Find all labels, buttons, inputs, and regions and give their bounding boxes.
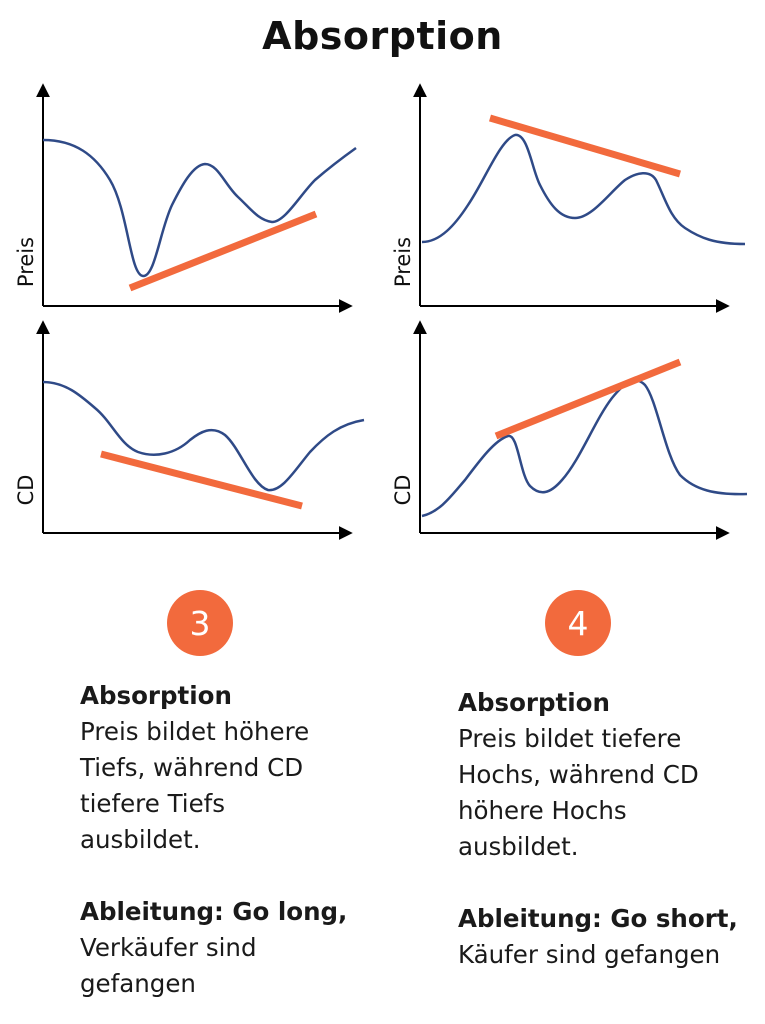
case-4-heading: Absorption <box>458 688 610 717</box>
case-4-action-heading: Ableitung: Go short, <box>458 904 738 933</box>
cd-curve <box>421 379 748 518</box>
trendline <box>128 210 318 292</box>
case-3-action-line-1: Verkäufer sind <box>80 933 257 962</box>
case-3-description: Absorption Preis bildet höhere Tiefs, wä… <box>80 678 380 1002</box>
y-axis-label: CD <box>391 475 415 506</box>
case-4-badge: 4 <box>545 590 611 656</box>
case-3-heading: Absorption <box>80 681 232 710</box>
case-3-action-line-2: gefangen <box>80 969 196 998</box>
absorption-diagram: Preis CD Preis CD <box>14 83 748 540</box>
case-3-badge: 3 <box>167 590 233 656</box>
case-4-line-1: Preis bildet tiefere <box>458 724 682 753</box>
panel-3-price: Preis <box>14 83 357 313</box>
case-4-description: Absorption Preis bildet tiefere Hochs, w… <box>458 685 748 973</box>
case-3-line-2: Tiefs, während CD <box>80 753 304 782</box>
price-curve <box>42 138 357 278</box>
case-4-action-line-1: Käufer sind gefangen <box>458 940 721 969</box>
case-3-line-3: tiefere Tiefs <box>80 789 226 818</box>
case-4-line-2: Hochs, während CD <box>458 760 699 789</box>
price-curve <box>421 133 746 246</box>
y-axis-label: CD <box>14 475 38 506</box>
panel-3-cd: CD <box>14 320 365 540</box>
case-3-action-heading: Ableitung: Go long, <box>80 897 348 926</box>
panel-4-price: Preis <box>391 83 746 313</box>
case-3-line-4: ausbildet. <box>80 825 201 854</box>
cd-curve <box>42 380 365 492</box>
page-title: Absorption <box>262 14 503 58</box>
spacer <box>80 858 380 894</box>
case-3-line-1: Preis bildet höhere <box>80 717 310 746</box>
case-4-line-3: höhere Hochs <box>458 796 627 825</box>
panel-4-cd: CD <box>391 320 748 540</box>
y-axis-label: Preis <box>14 237 38 287</box>
case-4-line-4: ausbildet. <box>458 832 579 861</box>
trendline <box>489 114 681 178</box>
y-axis-label: Preis <box>391 237 415 287</box>
trendline <box>100 450 303 510</box>
spacer <box>458 865 748 901</box>
trendline <box>494 358 682 440</box>
